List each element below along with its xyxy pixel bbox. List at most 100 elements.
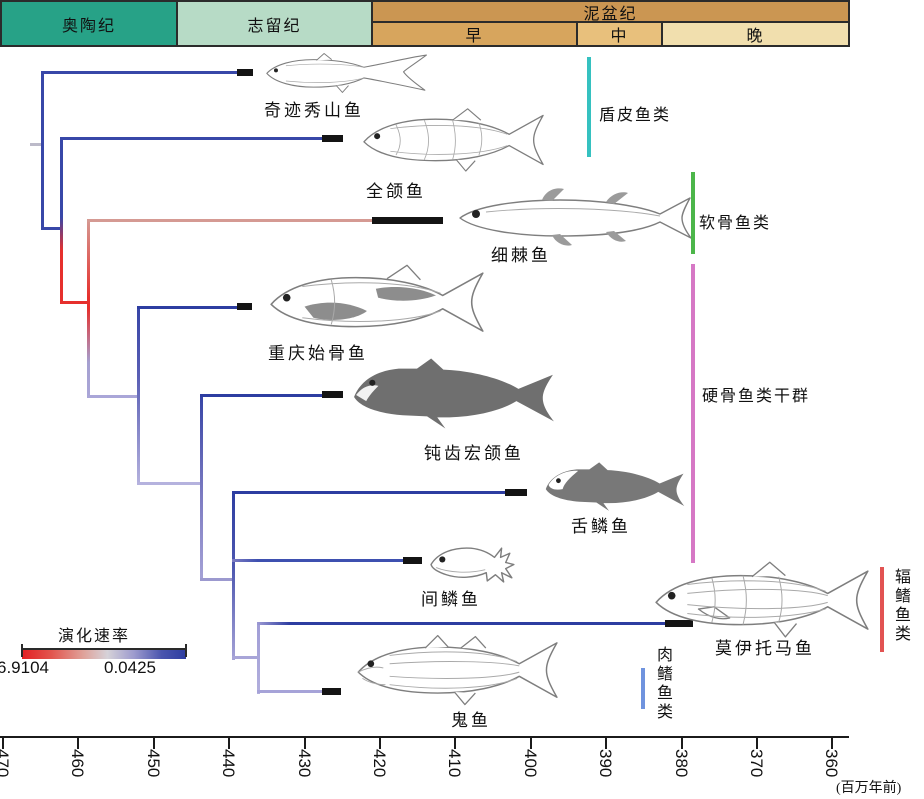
- tree-node-vertical-4: [137, 306, 140, 485]
- axis-tick: [379, 738, 381, 749]
- period-label: 奥陶纪: [61, 17, 116, 35]
- fossil-range-bar: [322, 688, 341, 695]
- tree-node-vertical-3: [87, 219, 90, 398]
- axis-tick-label: 420: [370, 749, 389, 778]
- axis-tick-label: 400: [521, 749, 540, 778]
- axis-tick-label: 430: [295, 749, 314, 778]
- branch-guiyu: [257, 690, 322, 693]
- branch-jianlinyu: [232, 559, 403, 562]
- tree-edge-3-4: [87, 395, 140, 398]
- period-label: 泥盆纪: [583, 5, 638, 23]
- axis-tick-label: 460: [68, 749, 87, 778]
- tree-edge-2-3: [60, 301, 90, 304]
- fossil-range-bar: [505, 489, 527, 496]
- stage-late-devonian: 晚: [663, 23, 848, 45]
- stage-label: 早: [465, 28, 484, 45]
- fossil-range-bar: [237, 69, 253, 76]
- fish-illustration-honghanyu: [354, 358, 554, 429]
- fish-illustration-quanheyu: [363, 108, 544, 172]
- stage-early-devonian: 早: [373, 23, 578, 45]
- tree-node-vertical-5: [200, 394, 203, 581]
- group-label-chondrichthyans: 软骨鱼类: [699, 215, 772, 232]
- legend-min-value: 0.0425: [104, 658, 156, 677]
- taxon-label-xijiyu: 细棘鱼: [491, 246, 551, 265]
- axis-tick-label: 390: [596, 749, 615, 778]
- fossil-range-bar: [322, 135, 343, 142]
- fossil-range-bar: [372, 217, 443, 224]
- axis-tick: [756, 738, 758, 749]
- group-label-sarcopterygians: 肉鳍鱼类: [654, 646, 671, 722]
- axis-tick: [681, 738, 683, 749]
- axis-tick: [831, 738, 833, 749]
- fish-illustration-xijiyu: [459, 188, 692, 246]
- axis-tick: [605, 738, 607, 749]
- branch-xiushanyu: [41, 71, 238, 74]
- branch-quanheyu: [60, 137, 322, 140]
- fish-illustration-guiyu: [357, 634, 558, 706]
- stage-label: 中: [610, 28, 629, 45]
- axis-tick-label: 470: [0, 749, 12, 778]
- axis-tick: [153, 738, 155, 749]
- axis-tick: [77, 738, 79, 749]
- axis-tick: [530, 738, 532, 749]
- taxon-label-quanheyu: 全颌鱼: [366, 182, 426, 201]
- fossil-range-bar: [237, 303, 252, 310]
- branch-honghanyu: [200, 394, 322, 397]
- fossil-range-bar: [403, 557, 422, 564]
- fish-illustration-shiguyu: [270, 264, 484, 332]
- axis-unit-label: (百万年前): [836, 781, 902, 796]
- axis-tick-label: 450: [144, 749, 163, 778]
- group-label-placoderms: 盾皮鱼类: [599, 107, 672, 124]
- axis-tick-label: 360: [822, 749, 841, 778]
- axis-tick: [2, 738, 4, 749]
- tree-edge-6-7: [232, 656, 259, 659]
- tree-edge-5-6: [200, 578, 234, 581]
- legend-max-value: 6.9104: [0, 658, 49, 677]
- axis-tick: [228, 738, 230, 749]
- fish-illustration-moyituomayu: [655, 561, 869, 638]
- tree-root-edge: [30, 143, 43, 146]
- taxon-label-moyituomayu: 莫伊托马鱼: [715, 639, 815, 658]
- branch-shelinyu: [232, 491, 510, 494]
- axis-tick-label: 370: [747, 749, 766, 778]
- tree-node-vertical-6: [232, 491, 235, 660]
- fossil-range-bar: [322, 391, 343, 398]
- fossil-range-bar: [665, 620, 693, 627]
- period-ordovician: 奥陶纪: [2, 2, 178, 45]
- stage-middle-devonian: 中: [578, 23, 663, 45]
- taxon-label-xiushanyu: 奇迹秀山鱼: [264, 101, 364, 120]
- group-bar-stem-osteichthyans: [691, 264, 695, 563]
- legend-tick-right: [185, 644, 187, 657]
- branch-moyituomayu: [257, 622, 665, 625]
- tree-node-vertical-1: [41, 71, 44, 230]
- period-label: 志留纪: [247, 17, 302, 35]
- group-label-stem-osteichthyans: 硬骨鱼类干群: [702, 388, 811, 405]
- taxon-label-jianlinyu: 间鳞鱼: [421, 590, 481, 609]
- taxon-label-shiguyu: 重庆始骨鱼: [268, 344, 368, 363]
- axis-tick-label: 380: [672, 749, 691, 778]
- axis-tick: [304, 738, 306, 749]
- period-devonian: 泥盆纪: [373, 2, 848, 23]
- fish-illustration-shelinyu: [545, 462, 685, 511]
- branch-xijiyu: [87, 219, 372, 222]
- fish-illustration-jianlinyu: [430, 547, 515, 583]
- axis-tick-label: 410: [445, 749, 464, 778]
- branch-shiguyu: [137, 306, 238, 309]
- group-label-actinopterygians: 辐鳍鱼类: [892, 568, 909, 644]
- group-bar-actinopterygians: [880, 567, 884, 652]
- group-bar-chondrichthyans: [691, 172, 695, 254]
- time-axis-line: [0, 736, 849, 738]
- legend-title: 演化速率: [58, 628, 131, 645]
- axis-tick-label: 440: [219, 749, 238, 778]
- taxon-label-guiyu: 鬼鱼: [451, 711, 491, 730]
- axis-tick: [454, 738, 456, 749]
- group-bar-placoderms: [587, 57, 591, 157]
- tree-node-vertical-2: [60, 137, 63, 304]
- taxon-label-shelinyu: 舌鳞鱼: [571, 517, 631, 536]
- period-silurian: 志留纪: [178, 2, 373, 45]
- tree-node-vertical-7: [257, 622, 260, 694]
- taxon-label-honghanyu: 钝齿宏颌鱼: [424, 444, 524, 463]
- timescale-bar: 奥陶纪 志留纪 泥盆纪 早 中 晚: [0, 0, 850, 47]
- fish-illustration-xiushanyu: [266, 53, 427, 93]
